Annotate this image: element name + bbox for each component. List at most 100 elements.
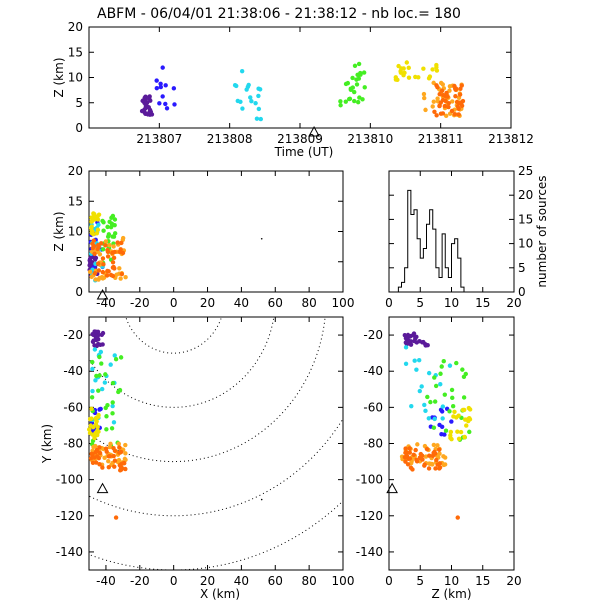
source-point [90, 424, 96, 430]
source-point [100, 330, 106, 336]
x-tick-label: 5 [416, 574, 424, 588]
source-point [415, 442, 420, 447]
source-point [442, 103, 448, 109]
source-point [416, 358, 422, 363]
x-tick-label: 20 [506, 574, 521, 588]
source-point [431, 425, 437, 430]
x-tick-label: -20 [130, 296, 150, 310]
source-point [445, 94, 450, 99]
x-tick-label: 40 [234, 296, 249, 310]
source-point [104, 449, 109, 454]
source-point [160, 65, 165, 70]
source-point [396, 63, 401, 69]
source-point [338, 99, 343, 104]
source-point [413, 336, 418, 341]
source-point [110, 273, 116, 279]
source-point [434, 457, 439, 463]
source-point [460, 367, 465, 372]
source-point [111, 420, 117, 425]
source-point [97, 462, 102, 467]
source-point [93, 422, 99, 427]
source-point [90, 359, 95, 365]
source-point [441, 93, 446, 98]
y-tick-label: -20 [363, 328, 383, 342]
source-point [467, 407, 473, 412]
source-point [407, 456, 413, 461]
source-point [439, 88, 445, 93]
source-point [458, 86, 463, 92]
source-point [92, 271, 98, 276]
source-point [118, 355, 124, 360]
source-point [403, 361, 409, 366]
station-marker [96, 482, 109, 494]
y-tick-label: -140 [356, 545, 383, 559]
source-point [104, 414, 109, 419]
source-point [432, 449, 437, 455]
source-point [116, 441, 121, 447]
source-point [437, 422, 442, 428]
y-tick-label: -20 [63, 328, 83, 342]
source-point [427, 74, 433, 79]
source-point [438, 80, 444, 86]
source-point [434, 65, 439, 70]
source-point [123, 457, 128, 462]
y-tick-label: 10 [68, 225, 83, 239]
source-point [343, 99, 348, 104]
source-point [356, 76, 362, 81]
source-point [432, 109, 437, 114]
source-point [446, 100, 451, 106]
source-point [109, 221, 115, 226]
source-point [119, 271, 125, 277]
source-point [449, 108, 455, 114]
source-point [105, 268, 110, 274]
source-point [360, 97, 365, 102]
source-point [112, 464, 117, 469]
y-tick-label: -120 [356, 509, 383, 523]
source-point [104, 273, 110, 278]
y-axis-label: number of sources [535, 175, 549, 287]
source-point [421, 66, 426, 71]
source-point [456, 436, 462, 441]
x-tick-label: 213812 [488, 132, 534, 146]
source-point [437, 451, 442, 456]
source-point [461, 395, 467, 400]
source-point [437, 103, 442, 109]
source-point [354, 82, 360, 87]
source-point [109, 215, 114, 220]
source-point [439, 364, 444, 369]
y-tick-label: 15 [68, 45, 83, 59]
source-point [355, 99, 361, 105]
source-point [110, 400, 115, 405]
source-point [86, 427, 92, 432]
source-point [107, 454, 113, 459]
source-point [87, 430, 93, 436]
source-point [123, 466, 128, 472]
y-tick-label: 15 [518, 212, 533, 226]
source-point [401, 66, 406, 71]
source-point [116, 389, 121, 395]
source-point [429, 461, 435, 467]
y-tick-label: -40 [363, 364, 383, 378]
source-point [448, 435, 453, 441]
source-point [118, 247, 123, 252]
source-point [118, 449, 124, 455]
x-tick-label: 15 [475, 574, 490, 588]
source-point [352, 98, 357, 104]
source-point [418, 451, 423, 457]
source-point [437, 465, 443, 470]
source-point [87, 256, 93, 262]
source-point [443, 113, 449, 119]
sources-0 [139, 60, 466, 122]
source-point [449, 387, 455, 393]
panel-frame-3 [88, 316, 344, 571]
source-point [419, 384, 424, 389]
source-point [433, 466, 438, 471]
source-point [440, 416, 445, 421]
isolated-source [260, 498, 263, 501]
source-point [123, 451, 128, 456]
source-point [422, 462, 427, 467]
source-point [441, 359, 446, 364]
source-point [103, 372, 108, 377]
x-tick-label: 20 [506, 296, 521, 310]
histogram-line [389, 189, 468, 293]
